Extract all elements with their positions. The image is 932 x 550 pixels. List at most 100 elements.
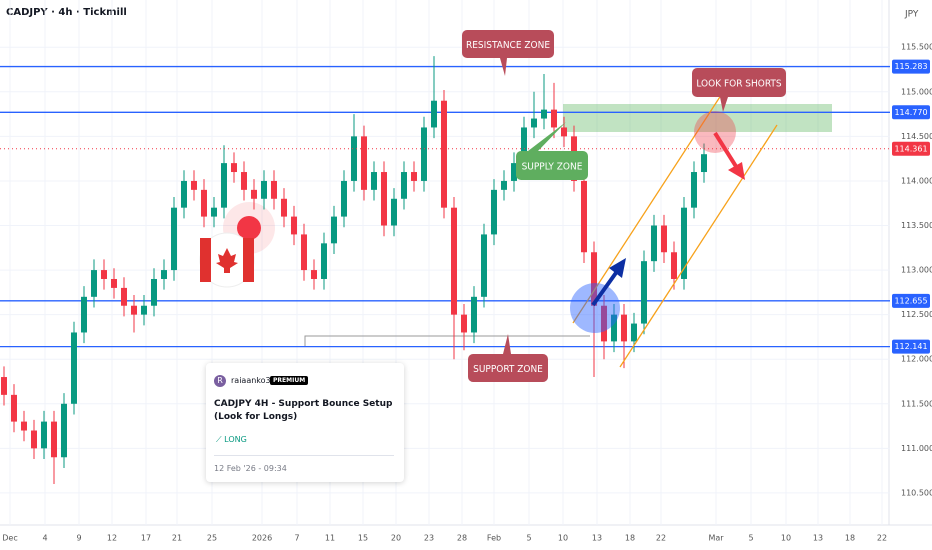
candle-body <box>351 136 357 181</box>
x-tick-label: Feb <box>487 534 501 543</box>
level-box <box>892 293 930 308</box>
candle-body <box>291 216 297 235</box>
candle-body <box>601 305 607 342</box>
x-tick-label: 2026 <box>252 534 272 543</box>
author: raiaanko39 <box>231 376 276 385</box>
candle-body <box>541 109 547 119</box>
annotation-box <box>692 68 786 97</box>
candle-body <box>181 180 187 208</box>
candle-body <box>401 172 407 199</box>
idea-card[interactable]: R raiaanko39 PREMIUM CADJPY 4H - Support… <box>206 363 404 482</box>
x-tick-label: 23 <box>424 534 434 543</box>
date: 12 Feb '26 - 09:34 <box>214 464 287 473</box>
candle-body <box>321 243 327 279</box>
y-tick-label: 115.500 <box>901 43 932 52</box>
level-box <box>892 59 930 74</box>
candle-body <box>451 207 457 315</box>
candle-body <box>471 296 477 333</box>
buy-zone <box>570 283 620 333</box>
candle-body <box>221 163 227 208</box>
annotation-text: SUPPLY ZONE <box>522 162 583 173</box>
candle-body <box>11 394 17 422</box>
direction-label: LONG <box>224 435 247 444</box>
candle-body <box>241 172 247 190</box>
annotation-pointer <box>528 122 566 151</box>
avatar: R <box>214 375 226 387</box>
y-tick-label: 114.500 <box>901 132 932 141</box>
x-tick-label: 7 <box>294 534 299 543</box>
level-label: 114.770 <box>894 108 927 117</box>
candle-body <box>191 180 197 190</box>
annotation-box <box>468 354 548 382</box>
candle-body <box>211 207 217 217</box>
candle-body <box>561 127 567 137</box>
candle-body <box>391 198 397 226</box>
candle-body <box>331 216 337 244</box>
candle-body <box>61 403 67 458</box>
support-bracket <box>304 335 590 347</box>
annotation-box <box>462 30 554 58</box>
badge: PREMIUM <box>270 376 309 385</box>
candle-body <box>461 314 467 333</box>
candle-body <box>161 270 167 279</box>
candle-body <box>81 296 87 333</box>
annotation-pointer <box>500 58 507 76</box>
candle-body <box>91 270 97 297</box>
candle-body <box>251 189 257 199</box>
candle-body <box>431 100 437 128</box>
x-tick-label: 5 <box>748 534 753 543</box>
y-tick-label: 110.500 <box>901 488 932 497</box>
candle-body <box>381 172 387 226</box>
x-tick-label: Dec <box>2 534 17 543</box>
y-tick-label: 113.500 <box>901 221 932 230</box>
candle-body <box>641 261 647 324</box>
candle-body <box>121 287 127 306</box>
candle-body <box>631 323 637 342</box>
x-tick-label: 28 <box>457 534 467 543</box>
candle-body <box>141 305 147 315</box>
candle-body <box>441 100 447 208</box>
candle-body <box>51 421 57 458</box>
candle-body <box>71 332 77 404</box>
currency: JPY <box>904 10 919 20</box>
short-arrow-head <box>728 162 745 180</box>
long-arrow-head <box>609 258 626 278</box>
candle-body <box>611 314 617 342</box>
y-tick-label: 111.000 <box>901 444 932 453</box>
supply-zone <box>563 104 832 132</box>
divider <box>214 455 394 456</box>
price-scale <box>889 0 932 550</box>
x-tick-label: Mar <box>708 534 724 543</box>
candle-body <box>691 172 697 208</box>
annotation-pointer <box>503 334 511 354</box>
candle-body <box>491 189 497 235</box>
y-tick-label: 112.000 <box>901 355 932 364</box>
candle-body <box>511 163 517 181</box>
maple-leaf <box>216 248 238 273</box>
candle-body <box>661 225 667 253</box>
level-label: 112.655 <box>894 296 927 305</box>
x-tick-label: 21 <box>172 534 182 543</box>
candle-body <box>671 252 677 279</box>
x-tick-label: 22 <box>877 534 887 543</box>
candle-body <box>41 421 47 449</box>
x-tick-label: 9 <box>76 534 81 543</box>
annotation-box <box>516 151 588 180</box>
x-tick-label: 13 <box>813 534 823 543</box>
level-box <box>892 105 930 120</box>
annotation-text: SUPPORT ZONE <box>473 364 543 375</box>
candle-body <box>201 189 207 217</box>
candle-body <box>621 314 627 342</box>
idea-title: CADJPY 4H - Support Bounce Setup (Look f… <box>214 399 393 422</box>
x-tick-label: 10 <box>781 534 791 543</box>
candle-body <box>481 234 487 297</box>
candle-body <box>581 180 587 253</box>
x-tick-label: 18 <box>625 534 635 543</box>
candle-body <box>261 180 267 199</box>
candle-body <box>681 207 687 279</box>
annotation-text: RESISTANCE ZONE <box>466 40 550 51</box>
candle-body <box>311 270 317 279</box>
last-price-label: 114.361 <box>894 144 927 153</box>
